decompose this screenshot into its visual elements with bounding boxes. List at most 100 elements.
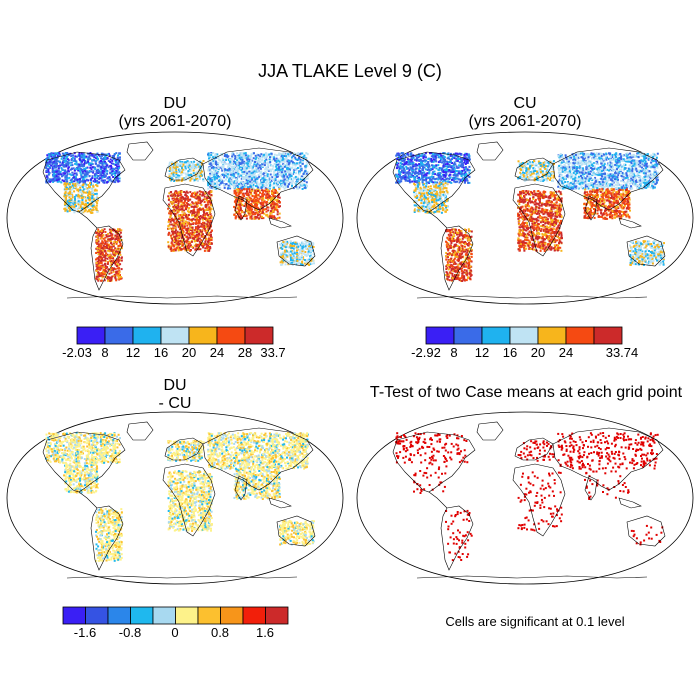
grid-cell [265,152,268,155]
grid-cell [187,166,190,169]
grid-cell [188,203,191,206]
grid-cell [269,199,272,201]
grid-cell [195,176,198,179]
grid-cell [188,178,191,180]
grid-cell [262,177,265,179]
grid-cell [182,230,185,233]
grid-cell [196,229,199,232]
grid-cell [99,245,102,248]
grid-cell [178,236,181,239]
grid-cell [74,203,77,206]
grid-cell [185,162,188,165]
grid-cell [276,210,279,213]
grid-cell [102,181,105,184]
grid-cell [172,199,175,202]
grid-cell [170,177,173,180]
grid-cell [197,219,200,222]
grid-cell [199,215,202,217]
grid-cell [70,178,73,181]
grid-cell [96,265,99,267]
grid-cell [183,191,186,193]
grid-cell [58,165,61,168]
grid-cell [239,181,242,184]
grid-cell [71,194,74,197]
grid-cell [175,169,178,172]
grid-cell [220,174,222,177]
grid-cell [244,177,247,180]
grid-cell [274,181,277,183]
grid-cell [222,180,225,182]
grid-cell [85,175,88,178]
grid-cell [100,234,103,237]
grid-cell [220,161,223,164]
grid-cell [114,253,117,256]
grid-cell [79,186,82,189]
grid-cell [269,161,272,164]
grid-cell [65,174,68,177]
grid-cell [81,180,84,183]
grid-cell [240,174,243,177]
grid-cell [171,203,174,206]
grid-cell [248,188,251,190]
grid-cell [118,241,121,243]
grid-cell [239,184,242,187]
grid-cell [310,256,313,258]
grid-cell [199,208,202,211]
grid-cell [193,202,196,205]
grid-cell [199,160,202,163]
grid-cell [301,255,303,258]
grid-cell [246,163,249,166]
grid-cell [192,210,195,213]
grid-cell [252,157,255,160]
grid-cell [116,241,118,243]
grid-cell [79,180,82,183]
grid-cell [69,192,72,194]
grid-cell [97,238,100,241]
grid-cell [181,216,184,219]
grid-cell [266,189,269,191]
grid-cell [70,161,73,164]
grid-cell [175,219,178,222]
grid-cell [100,242,103,245]
grid-cell [181,168,184,171]
grid-cell [182,197,185,200]
grid-cell [96,179,98,182]
grid-cell [97,262,100,265]
grid-cell [221,157,224,160]
grid-cell [225,183,228,185]
grid-cell [186,218,189,221]
grid-cell [193,208,196,211]
grid-cell [106,257,109,260]
grid-cell [66,152,69,155]
grid-cell [171,243,174,246]
grid-cell [295,152,298,155]
grid-cell [82,171,85,174]
grid-cell [285,185,288,188]
grid-cell [189,236,192,239]
grid-cell [248,207,251,210]
grid-cell [287,153,290,156]
grid-cell [53,161,56,163]
grid-cell [108,254,111,256]
grid-cell [206,233,209,236]
grid-cell [83,175,86,178]
grid-cell [95,258,97,261]
grid-cell [94,154,97,157]
grid-cell [117,244,120,247]
grid-cell [285,157,288,159]
grid-cell [89,211,92,214]
grid-cell [53,162,56,165]
grid-cell [189,179,192,182]
grid-cell [190,167,193,170]
grid-cell [201,218,204,221]
grid-cell [235,178,238,181]
grid-cell [216,153,219,156]
grid-cell [188,240,191,243]
grid-cell [72,174,75,176]
grid-cell [87,160,90,163]
grid-cell [191,231,194,234]
grid-cell [226,187,229,190]
grid-cell [114,174,117,177]
grid-cell [96,211,99,213]
grid-cell [91,175,94,178]
